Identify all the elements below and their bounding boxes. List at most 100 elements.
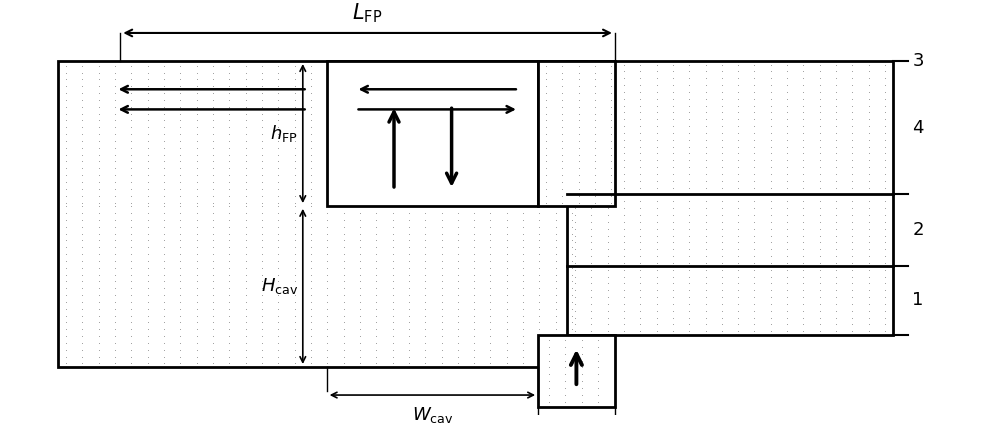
Point: [221, 264, 237, 271]
Point: [531, 285, 547, 291]
Point: [189, 124, 205, 131]
Point: [649, 191, 665, 198]
Point: [812, 82, 828, 89]
Point: [730, 102, 746, 109]
Point: [287, 326, 303, 333]
Point: [567, 184, 583, 191]
Point: [172, 199, 188, 206]
Point: [58, 124, 74, 131]
Point: [319, 244, 335, 251]
Point: [107, 339, 123, 346]
Point: [123, 97, 139, 104]
Point: [583, 61, 599, 68]
Point: [189, 217, 205, 223]
Point: [319, 237, 335, 244]
Point: [730, 109, 746, 116]
Point: [205, 264, 221, 271]
Point: [730, 157, 746, 164]
Point: [499, 278, 515, 285]
Point: [616, 61, 632, 68]
Point: [665, 328, 681, 335]
Point: [583, 95, 599, 102]
Point: [352, 203, 368, 210]
Point: [74, 178, 90, 185]
Point: [632, 61, 648, 68]
Point: [74, 353, 90, 360]
Point: [531, 305, 547, 312]
Point: [600, 137, 616, 143]
Point: [515, 278, 531, 285]
Point: [434, 230, 450, 237]
Point: [205, 326, 221, 333]
Point: [319, 339, 335, 346]
Point: [665, 177, 681, 184]
Point: [698, 102, 714, 109]
Point: [254, 62, 270, 69]
Point: [140, 90, 156, 97]
Point: [861, 130, 877, 137]
Point: [319, 230, 335, 237]
Point: [600, 82, 616, 89]
Point: [107, 192, 123, 199]
Point: [319, 258, 335, 265]
Point: [779, 89, 795, 95]
Point: [779, 116, 795, 123]
Point: [665, 89, 681, 95]
Point: [548, 203, 564, 210]
Point: [698, 75, 714, 82]
Point: [649, 266, 665, 273]
Point: [336, 326, 352, 333]
Point: [541, 351, 557, 357]
Point: [221, 271, 237, 278]
Point: [303, 76, 319, 83]
Point: [123, 76, 139, 83]
Point: [538, 117, 554, 124]
Point: [564, 210, 580, 217]
Point: [107, 333, 123, 339]
Point: [698, 253, 714, 259]
Point: [270, 319, 286, 326]
Point: [746, 218, 762, 225]
Point: [698, 307, 714, 314]
Point: [583, 225, 599, 232]
Point: [450, 312, 466, 319]
Point: [352, 305, 368, 312]
Point: [571, 131, 587, 137]
Point: [548, 264, 564, 271]
Point: [238, 165, 254, 172]
Point: [450, 291, 466, 298]
Point: [123, 353, 139, 360]
Point: [238, 360, 254, 367]
Point: [74, 271, 90, 278]
Point: [254, 131, 270, 137]
Point: [107, 360, 123, 367]
Point: [779, 232, 795, 239]
Point: [91, 319, 107, 326]
Point: [385, 333, 401, 339]
Point: [844, 75, 860, 82]
Point: [238, 203, 254, 210]
Point: [254, 103, 270, 110]
Point: [541, 371, 557, 378]
Point: [877, 294, 893, 300]
Point: [238, 312, 254, 319]
Point: [603, 62, 619, 69]
Point: [583, 328, 599, 335]
Point: [632, 163, 648, 170]
Point: [58, 178, 74, 185]
Point: [616, 300, 632, 307]
Point: [368, 264, 384, 271]
Point: [795, 61, 811, 68]
Point: [319, 210, 335, 217]
Point: [221, 244, 237, 251]
Point: [763, 177, 779, 184]
Point: [567, 246, 583, 253]
Point: [123, 62, 139, 69]
Point: [140, 264, 156, 271]
Point: [238, 172, 254, 178]
Point: [763, 102, 779, 109]
Point: [795, 143, 811, 150]
Point: [107, 244, 123, 251]
Point: [385, 298, 401, 305]
Point: [336, 346, 352, 353]
